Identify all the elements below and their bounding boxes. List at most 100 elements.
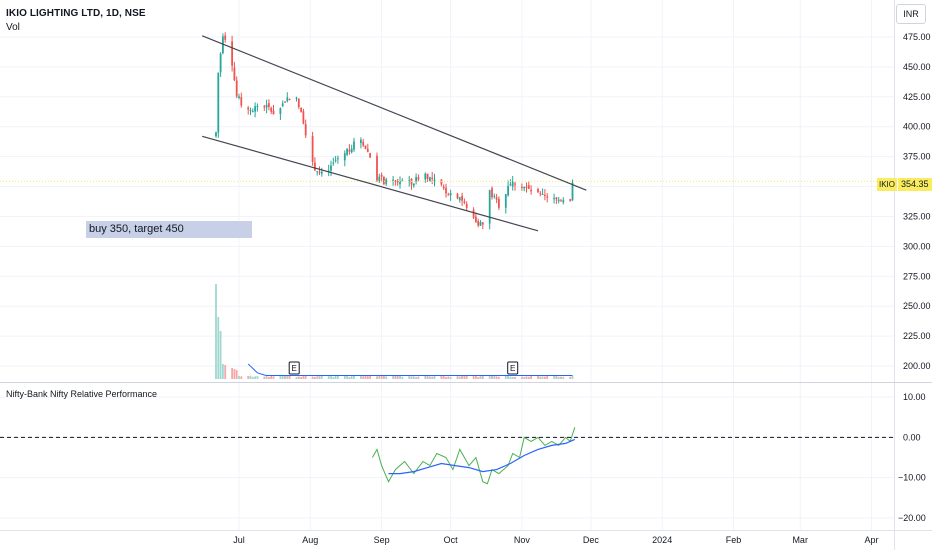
candle-body <box>475 216 477 223</box>
volume-bar <box>222 364 224 379</box>
candle-body <box>525 186 528 188</box>
price-tick-label: 250.00 <box>903 301 931 311</box>
candle-body <box>461 195 463 201</box>
candle-body <box>311 136 314 162</box>
candle-body <box>511 181 514 187</box>
volume-bar <box>440 375 443 379</box>
candle-body <box>392 179 394 182</box>
volume-bar <box>254 376 256 379</box>
volume-bar <box>231 368 233 379</box>
rp-tick-label: −20.00 <box>898 513 926 523</box>
candle-body <box>557 199 560 202</box>
relative-performance-series <box>0 427 894 485</box>
volume-bar <box>337 375 339 379</box>
price-tick-label: 375.00 <box>903 152 931 162</box>
symbol-title[interactable]: IKIO LIGHTING LTD, 1D, NSE <box>6 8 146 19</box>
candle-body <box>544 194 546 196</box>
candle-body <box>219 53 222 73</box>
volume-bar <box>415 376 417 379</box>
candle-body <box>327 170 330 172</box>
upper-trendline <box>201 35 587 191</box>
symbol-price-tag: IKIO <box>877 178 898 191</box>
volume-bar <box>318 376 321 379</box>
volume-bar <box>537 375 539 379</box>
volume-bar <box>498 376 500 379</box>
trendlines[interactable] <box>201 35 587 232</box>
candle-body <box>530 189 532 192</box>
candle-body <box>353 141 355 150</box>
candle-body <box>417 177 420 180</box>
price-axis[interactable]: 475.00450.00425.00400.00375.00350.00325.… <box>903 32 931 371</box>
volume-bar <box>507 375 509 379</box>
candle-body <box>399 181 401 185</box>
candle-body <box>546 196 549 198</box>
volume-bar <box>320 375 323 379</box>
volume-bar <box>316 376 319 379</box>
candle-body <box>343 153 346 161</box>
time-tick-label: Dec <box>583 535 600 545</box>
volume-bar <box>364 375 367 379</box>
volume-bar <box>442 375 445 379</box>
volume-bar <box>369 375 371 379</box>
volume-bar <box>295 376 298 379</box>
candle-body <box>215 132 217 137</box>
volume-bar <box>429 376 431 379</box>
time-axis[interactable]: Jul Aug Sep Oct Nov Dec 2024 Feb Mar Apr <box>233 535 878 545</box>
candle-body <box>514 183 516 185</box>
volume-bar <box>410 376 413 379</box>
price-axis-separator <box>894 0 895 550</box>
candle-body <box>412 183 415 186</box>
volume-bar <box>396 375 399 379</box>
candle-body <box>477 220 480 226</box>
candle-body <box>481 222 484 225</box>
rp-axis[interactable]: 10.00 0.00 −10.00 −20.00 <box>898 392 926 523</box>
volume-bar <box>314 376 316 379</box>
candle-body <box>491 188 493 198</box>
candle-body <box>456 193 459 199</box>
pane-divider[interactable] <box>0 382 932 383</box>
candle-body <box>440 179 443 185</box>
volume-bar <box>560 376 562 379</box>
volume-bar <box>514 376 516 379</box>
volume-bar <box>511 376 514 379</box>
candle-body <box>509 184 512 186</box>
indicator-title[interactable]: Nifty-Bank Nifty Relative Performance <box>6 389 158 399</box>
candle-body <box>431 177 434 179</box>
currency-button[interactable]: INR <box>896 4 926 24</box>
rp-average-line <box>388 438 576 475</box>
volume-bar <box>424 375 427 379</box>
candle-body <box>479 222 482 226</box>
volume-bar <box>219 331 222 379</box>
volume-bar <box>495 376 498 379</box>
candle-body <box>442 186 445 189</box>
price-tick-label: 200.00 <box>903 361 931 371</box>
candle-body <box>256 106 259 108</box>
candle-body <box>560 200 562 202</box>
candle-body <box>302 111 305 124</box>
volume-bar <box>463 375 466 379</box>
volume-bar <box>332 376 335 379</box>
volume-bar <box>224 365 227 379</box>
time-tick-label: Oct <box>444 535 459 545</box>
candle-body <box>408 180 411 182</box>
price-tick-label: 400.00 <box>903 122 931 132</box>
volume-bar <box>544 376 546 379</box>
volume-label[interactable]: Vol <box>6 22 20 33</box>
candle-body <box>498 198 500 208</box>
volume-bar <box>330 375 332 379</box>
volume-bar <box>392 375 394 379</box>
price-tick-label: 325.00 <box>903 211 931 221</box>
volume-bar <box>445 376 447 379</box>
text-annotation[interactable]: buy 350, target 450 <box>86 221 252 238</box>
volume-bar <box>376 376 378 379</box>
volume-bar <box>304 375 307 379</box>
volume-bar <box>523 376 526 379</box>
candle-body <box>537 189 539 193</box>
volume-bar <box>394 375 397 379</box>
volume-bar <box>539 376 542 379</box>
candle-body <box>263 106 266 108</box>
candle-body <box>527 185 530 189</box>
volume-bar <box>215 284 217 379</box>
